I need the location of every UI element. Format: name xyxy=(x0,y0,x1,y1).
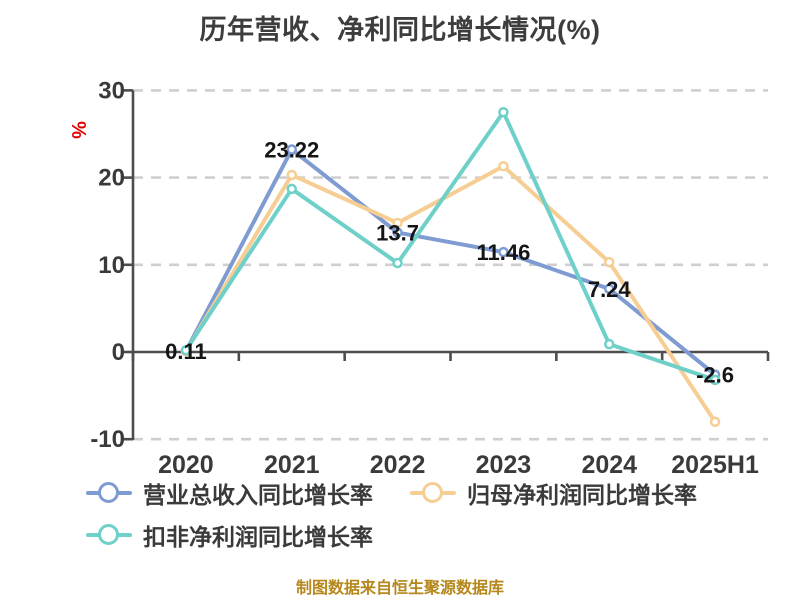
data-source-note: 制图数据来自恒生聚源数据库 xyxy=(295,580,504,597)
svg-text:23.22: 23.22 xyxy=(264,138,319,163)
svg-text:-10: -10 xyxy=(90,426,125,453)
svg-text:2024: 2024 xyxy=(581,451,637,478)
svg-text:11.46: 11.46 xyxy=(476,240,530,265)
svg-text:20: 20 xyxy=(98,165,125,192)
legend-item-net-profit-growth[interactable]: 归母净利润同比增长率 xyxy=(410,480,697,508)
legend-label-revenue: 营业总收入同比增长率 xyxy=(143,482,373,508)
series-line-2 xyxy=(183,110,718,382)
series-line-0 xyxy=(183,147,718,377)
legend-label-net-profit: 归母净利润同比增长率 xyxy=(467,482,697,508)
axes xyxy=(122,89,770,441)
svg-text:13.7: 13.7 xyxy=(376,221,419,246)
x-axis-labels: 2020 2021 2022 2023 2024 2025H1 xyxy=(158,451,759,478)
svg-text:2025H1: 2025H1 xyxy=(671,451,759,478)
svg-text:2021: 2021 xyxy=(264,451,320,478)
gridlines xyxy=(133,89,768,441)
legend-marker-revenue-icon xyxy=(86,482,132,504)
legend-label-non-recurring: 扣非净利润同比增长率 xyxy=(143,524,373,550)
point-markers xyxy=(180,106,721,428)
series-line-1 xyxy=(183,164,718,424)
svg-text:2022: 2022 xyxy=(370,451,426,478)
growth-line-chart: 30 20 10 0 -10 2020 2021 2022 2023 2024 2025H1% 0.1… xyxy=(67,77,770,478)
svg-text:2020: 2020 xyxy=(158,451,214,478)
y-axis-labels: 30 20 10 0 -10 xyxy=(90,77,125,453)
legend-item-non-recurring-profit-growth[interactable]: 扣非净利润同比增长率 xyxy=(86,522,373,550)
y-axis-unit: % xyxy=(67,121,89,139)
svg-text:-2.6: -2.6 xyxy=(696,363,734,388)
chart-title: 历年营收、净利同比增长情况(%) xyxy=(199,15,601,45)
svg-text:0.11: 0.11 xyxy=(165,339,207,364)
svg-text:30: 30 xyxy=(98,77,125,104)
svg-text:7.24: 7.24 xyxy=(588,277,632,302)
svg-text:2023: 2023 xyxy=(476,451,532,478)
legend-marker-net-profit-icon xyxy=(410,482,456,504)
legend-item-total-revenue-growth[interactable]: 营业总收入同比增长率 xyxy=(86,480,373,508)
svg-text:0: 0 xyxy=(112,339,125,366)
svg-text:10: 10 xyxy=(98,252,125,279)
point-labels: 0.11 23.22 13.7 11.46 7.24 -2.6 xyxy=(165,138,734,388)
legend-marker-non-recurring-icon xyxy=(86,524,132,546)
